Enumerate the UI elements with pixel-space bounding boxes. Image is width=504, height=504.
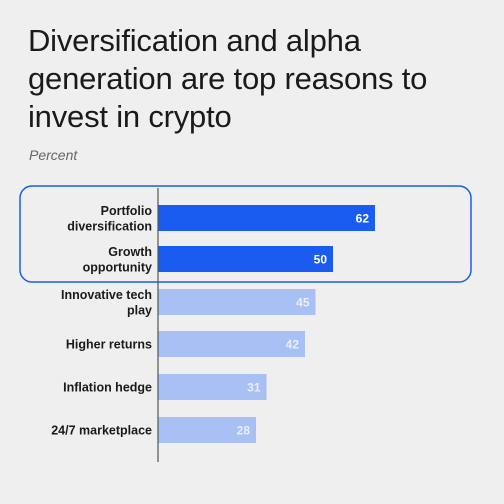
bar-value-label-5: 28	[237, 424, 251, 438]
chart-subtitle: Percent	[29, 147, 78, 163]
bar-1	[158, 246, 333, 272]
bar-value-label-1: 50	[314, 253, 328, 267]
category-label-0: Portfolio diversification	[67, 204, 152, 234]
highlight-box	[19, 185, 472, 283]
bar-value-label-0: 62	[356, 212, 370, 226]
bar-value-label-3: 42	[286, 338, 300, 352]
bar-3	[158, 331, 305, 357]
bar-5	[158, 417, 256, 443]
category-label-5: 24/7 marketplace	[51, 424, 152, 438]
bar-value-label-2: 45	[296, 296, 310, 310]
chart-title: Diversification and alpha generation are…	[28, 23, 428, 134]
bar-0	[158, 205, 375, 231]
category-label-4: Inflation hedge	[63, 381, 152, 395]
bar-4	[158, 374, 267, 400]
category-label-2: Innovative tech play	[61, 288, 152, 318]
category-label-1: Growth opportunity	[83, 245, 152, 275]
bar-value-label-4: 31	[247, 381, 261, 395]
bar-2	[158, 289, 316, 315]
category-label-3: Higher returns	[66, 338, 152, 352]
